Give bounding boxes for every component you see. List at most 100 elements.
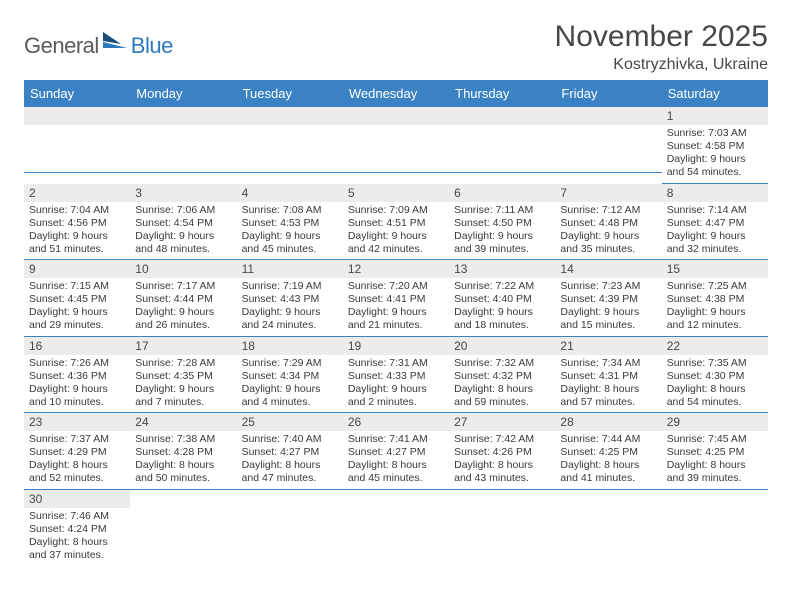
calendar-cell: 15Sunrise: 7:25 AMSunset: 4:38 PMDayligh… xyxy=(662,260,768,337)
daylight-text: Daylight: 8 hours xyxy=(454,383,550,396)
calendar-cell: 24Sunrise: 7:38 AMSunset: 4:28 PMDayligh… xyxy=(130,413,236,490)
sunrise-text: Sunrise: 7:45 AM xyxy=(667,433,763,446)
day-number: 13 xyxy=(449,260,555,278)
daylight-text: and 45 minutes. xyxy=(348,472,444,485)
day-number: 10 xyxy=(130,260,236,278)
calendar-cell xyxy=(343,490,449,566)
day-details: Sunrise: 7:26 AMSunset: 4:36 PMDaylight:… xyxy=(24,355,130,414)
daylight-text: Daylight: 9 hours xyxy=(560,306,656,319)
sunrise-text: Sunrise: 7:25 AM xyxy=(667,280,763,293)
day-number: 3 xyxy=(130,184,236,202)
month-title: November 2025 xyxy=(555,20,768,54)
sunset-text: Sunset: 4:43 PM xyxy=(242,293,338,306)
calendar-cell: 29Sunrise: 7:45 AMSunset: 4:25 PMDayligh… xyxy=(662,413,768,490)
day-details: Sunrise: 7:32 AMSunset: 4:32 PMDaylight:… xyxy=(449,355,555,414)
day-number: 9 xyxy=(24,260,130,278)
sunrise-text: Sunrise: 7:04 AM xyxy=(29,204,125,217)
sunset-text: Sunset: 4:38 PM xyxy=(667,293,763,306)
calendar-cell: 8Sunrise: 7:14 AMSunset: 4:47 PMDaylight… xyxy=(662,184,768,261)
calendar-cell: 2Sunrise: 7:04 AMSunset: 4:56 PMDaylight… xyxy=(24,184,130,261)
day-number: 23 xyxy=(24,413,130,431)
day-number: 19 xyxy=(343,337,449,355)
calendar-cell: 5Sunrise: 7:09 AMSunset: 4:51 PMDaylight… xyxy=(343,184,449,261)
day-details: Sunrise: 7:45 AMSunset: 4:25 PMDaylight:… xyxy=(662,431,768,490)
day-details: Sunrise: 7:15 AMSunset: 4:45 PMDaylight:… xyxy=(24,278,130,337)
sunset-text: Sunset: 4:58 PM xyxy=(667,140,763,153)
day-details: Sunrise: 7:31 AMSunset: 4:33 PMDaylight:… xyxy=(343,355,449,414)
daylight-text: Daylight: 8 hours xyxy=(667,459,763,472)
daylight-text: Daylight: 9 hours xyxy=(135,306,231,319)
daylight-text: and 48 minutes. xyxy=(135,243,231,256)
daylight-text: and 2 minutes. xyxy=(348,396,444,409)
daylight-text: Daylight: 9 hours xyxy=(667,306,763,319)
daylight-text: and 43 minutes. xyxy=(454,472,550,485)
sunset-text: Sunset: 4:36 PM xyxy=(29,370,125,383)
day-number: 11 xyxy=(237,260,343,278)
daylight-text: and 51 minutes. xyxy=(29,243,125,256)
daylight-text: Daylight: 9 hours xyxy=(29,306,125,319)
calendar-cell: 3Sunrise: 7:06 AMSunset: 4:54 PMDaylight… xyxy=(130,184,236,261)
calendar-cell: 28Sunrise: 7:44 AMSunset: 4:25 PMDayligh… xyxy=(555,413,661,490)
daylight-text: and 59 minutes. xyxy=(454,396,550,409)
weekday-header: Sunday xyxy=(24,80,130,107)
day-number: 20 xyxy=(449,337,555,355)
calendar-cell: 23 Sunrise: 7:37 AMSunset: 4:29 PMDayligh… xyxy=(24,413,130,490)
day-number: 14 xyxy=(555,260,661,278)
sunset-text: Sunset: 4:32 PM xyxy=(454,370,550,383)
daylight-text: and 26 minutes. xyxy=(135,319,231,332)
sunset-text: Sunset: 4:29 PM xyxy=(29,446,125,459)
daylight-text: Daylight: 8 hours xyxy=(29,459,125,472)
calendar-cell: 22Sunrise: 7:35 AMSunset: 4:30 PMDayligh… xyxy=(662,337,768,414)
day-details: Sunrise: 7:12 AMSunset: 4:48 PMDaylight:… xyxy=(555,202,661,261)
daylight-text: Daylight: 9 hours xyxy=(454,230,550,243)
calendar-cell xyxy=(555,490,661,566)
sunset-text: Sunset: 4:25 PM xyxy=(667,446,763,459)
sunset-text: Sunset: 4:28 PM xyxy=(135,446,231,459)
daylight-text: and 57 minutes. xyxy=(560,396,656,409)
calendar-cell: 10Sunrise: 7:17 AMSunset: 4:44 PMDayligh… xyxy=(130,260,236,337)
daylight-text: and 24 minutes. xyxy=(242,319,338,332)
daylight-text: Daylight: 9 hours xyxy=(29,230,125,243)
sunrise-text: Sunrise: 7:34 AM xyxy=(560,357,656,370)
sunset-text: Sunset: 4:27 PM xyxy=(242,446,338,459)
calendar-cell xyxy=(343,107,449,184)
sunset-text: Sunset: 4:26 PM xyxy=(454,446,550,459)
sunset-text: Sunset: 4:24 PM xyxy=(29,523,125,536)
sunset-text: Sunset: 4:31 PM xyxy=(560,370,656,383)
calendar-cell xyxy=(237,107,343,184)
calendar-cell: 25Sunrise: 7:40 AMSunset: 4:27 PMDayligh… xyxy=(237,413,343,490)
day-details: Sunrise: 7:22 AMSunset: 4:40 PMDaylight:… xyxy=(449,278,555,337)
sunrise-text: Sunrise: 7:32 AM xyxy=(454,357,550,370)
header: General Blue November 2025 Kostryzhivka,… xyxy=(24,20,768,74)
calendar-cell: 20Sunrise: 7:32 AMSunset: 4:32 PMDayligh… xyxy=(449,337,555,414)
calendar-cell xyxy=(662,490,768,566)
calendar-week-row: 30Sunrise: 7:46 AMSunset: 4:24 PMDayligh… xyxy=(24,490,768,566)
sunset-text: Sunset: 4:34 PM xyxy=(242,370,338,383)
day-details: Sunrise: 7:34 AMSunset: 4:31 PMDaylight:… xyxy=(555,355,661,414)
calendar-cell xyxy=(449,107,555,184)
daylight-text: Daylight: 9 hours xyxy=(242,230,338,243)
sunrise-text: Sunrise: 7:17 AM xyxy=(135,280,231,293)
sunrise-text: Sunrise: 7:28 AM xyxy=(135,357,231,370)
sunrise-text: Sunrise: 7:42 AM xyxy=(454,433,550,446)
sunrise-text: Sunrise: 7:11 AM xyxy=(454,204,550,217)
sunrise-text: Sunrise: 7:23 AM xyxy=(560,280,656,293)
daylight-text: and 52 minutes. xyxy=(29,472,125,485)
day-details: Sunrise: 7:44 AMSunset: 4:25 PMDaylight:… xyxy=(555,431,661,490)
day-number: 17 xyxy=(130,337,236,355)
daylight-text: and 12 minutes. xyxy=(667,319,763,332)
daylight-text: and 29 minutes. xyxy=(29,319,125,332)
daylight-text: Daylight: 9 hours xyxy=(454,306,550,319)
sunset-text: Sunset: 4:44 PM xyxy=(135,293,231,306)
sunset-text: Sunset: 4:56 PM xyxy=(29,217,125,230)
daylight-text: Daylight: 8 hours xyxy=(454,459,550,472)
sunrise-text: Sunrise: 7:37 AM xyxy=(29,433,125,446)
sunset-text: Sunset: 4:33 PM xyxy=(348,370,444,383)
day-details: Sunrise: 7:38 AMSunset: 4:28 PMDaylight:… xyxy=(130,431,236,490)
day-details: Sunrise: 7:17 AMSunset: 4:44 PMDaylight:… xyxy=(130,278,236,337)
calendar-cell: 19Sunrise: 7:31 AMSunset: 4:33 PMDayligh… xyxy=(343,337,449,414)
daylight-text: Daylight: 9 hours xyxy=(135,230,231,243)
sunset-text: Sunset: 4:41 PM xyxy=(348,293,444,306)
day-details: Sunrise: 7:42 AMSunset: 4:26 PMDaylight:… xyxy=(449,431,555,490)
calendar-cell: 4Sunrise: 7:08 AMSunset: 4:53 PMDaylight… xyxy=(237,184,343,261)
